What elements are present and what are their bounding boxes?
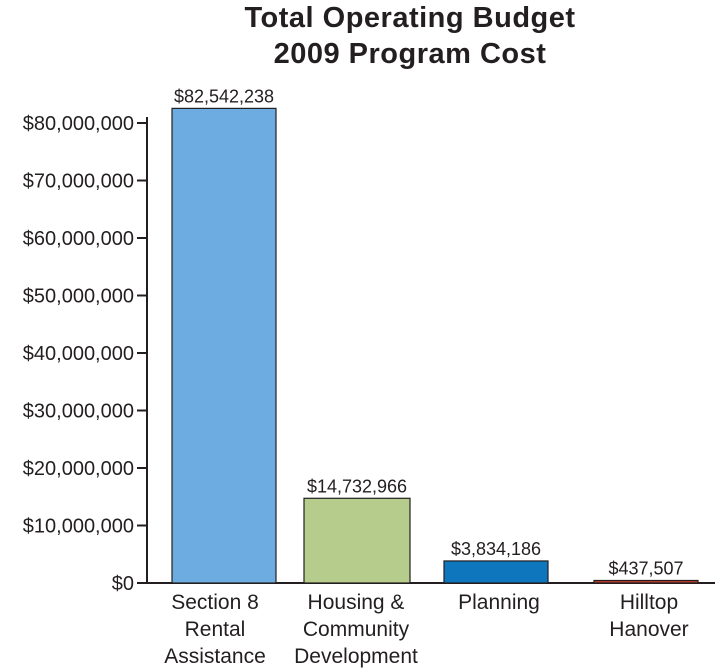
y-tick-label: $40,000,000 bbox=[23, 343, 134, 365]
y-tick-label: $60,000,000 bbox=[23, 228, 134, 250]
category-label: Development bbox=[294, 645, 418, 668]
bar-value-label: $437,507 bbox=[608, 558, 683, 578]
bar-value-label: $82,542,238 bbox=[174, 86, 274, 106]
chart-axes: $0 $10,000,000 $20,000,000 $30,000,000 $40,0… bbox=[23, 113, 715, 595]
bar-value-label: $14,732,966 bbox=[307, 476, 407, 496]
y-tick-label: $50,000,000 bbox=[23, 286, 134, 308]
y-tick-label: $70,000,000 bbox=[23, 171, 134, 193]
chart-bars bbox=[171, 107, 699, 584]
category-label: Rental bbox=[185, 618, 246, 641]
chart-title-line-2: 2009 Program Cost bbox=[273, 38, 547, 70]
bar bbox=[303, 497, 411, 584]
y-tick-label: $20,000,000 bbox=[23, 458, 134, 480]
bar-value-label: $3,834,186 bbox=[451, 539, 541, 559]
bar bbox=[443, 560, 549, 584]
chart-title-line-1: Total Operating Budget bbox=[244, 2, 576, 34]
category-label: Section 8 bbox=[171, 591, 259, 614]
category-label: Assistance bbox=[164, 645, 266, 668]
y-tick-label: $30,000,000 bbox=[23, 401, 134, 423]
y-tick-label: $80,000,000 bbox=[23, 113, 134, 135]
y-tick-label: $0 bbox=[112, 573, 134, 595]
category-label: Hanover bbox=[609, 618, 688, 641]
category-label: Housing & bbox=[308, 591, 405, 614]
chart-labels: $82,542,238 Section 8 Rental Assistance $14,… bbox=[164, 86, 688, 668]
y-tick-label: $10,000,000 bbox=[23, 516, 134, 538]
bar bbox=[593, 579, 699, 584]
bar bbox=[171, 107, 277, 584]
category-label: Community bbox=[303, 618, 410, 641]
category-label: Planning bbox=[458, 591, 540, 614]
category-label: Hilltop bbox=[620, 591, 678, 614]
